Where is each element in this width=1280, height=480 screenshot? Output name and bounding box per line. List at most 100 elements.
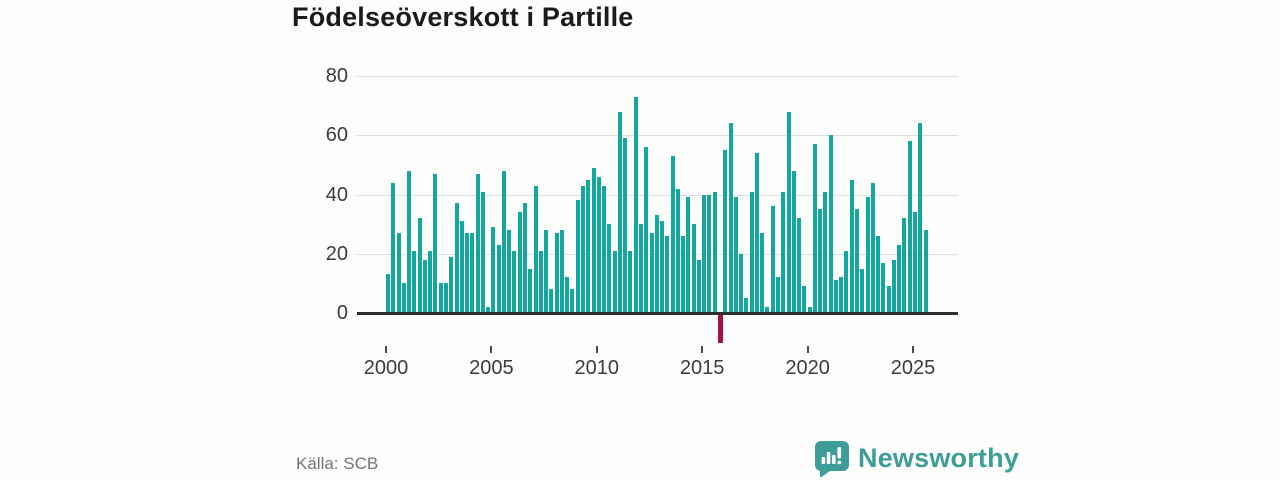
bar xyxy=(607,224,612,313)
bar xyxy=(480,191,485,313)
bar xyxy=(596,176,601,313)
bar xyxy=(586,179,591,313)
bar xyxy=(654,215,659,313)
bar xyxy=(523,203,528,313)
bar xyxy=(807,307,812,313)
bar xyxy=(580,185,585,313)
bar xyxy=(744,298,749,313)
x-axis-tick-label: 2005 xyxy=(469,357,514,379)
bar xyxy=(723,150,728,313)
gridline xyxy=(357,194,958,196)
newsworthy-logo-icon xyxy=(814,441,849,477)
bar xyxy=(818,209,823,313)
chart-title: Födelseöverskott i Partille xyxy=(292,2,634,32)
bar xyxy=(728,123,733,313)
bar xyxy=(886,286,891,313)
x-axis-tick xyxy=(385,346,387,353)
gridline xyxy=(357,135,958,137)
x-axis-tick xyxy=(806,346,809,353)
bar xyxy=(638,224,643,313)
bar xyxy=(612,250,617,313)
bar xyxy=(628,250,633,313)
bar xyxy=(891,259,896,313)
bar xyxy=(670,155,675,313)
bar xyxy=(407,170,412,313)
bar xyxy=(470,233,475,313)
bar xyxy=(791,170,796,313)
x-axis-tick-label: 2015 xyxy=(679,357,725,379)
bar xyxy=(660,221,665,313)
gridline xyxy=(357,76,958,77)
bar xyxy=(712,191,717,313)
bar xyxy=(781,191,786,313)
bar xyxy=(897,244,902,313)
bar xyxy=(797,218,802,313)
bar xyxy=(549,289,554,313)
bar xyxy=(517,212,522,313)
bar xyxy=(433,173,438,313)
bar xyxy=(465,233,470,313)
bar xyxy=(396,233,401,313)
bar xyxy=(438,283,443,313)
bar xyxy=(443,283,448,313)
y-axis-tick-label: 80 xyxy=(325,65,348,87)
bar xyxy=(849,179,854,313)
bar xyxy=(675,188,680,313)
x-axis-tick xyxy=(595,346,598,353)
bar xyxy=(544,230,549,313)
x-axis-tick-label: 2000 xyxy=(363,357,409,379)
bar xyxy=(775,277,780,313)
bar xyxy=(739,253,744,313)
bar xyxy=(855,209,860,313)
source-label: Källa: SCB xyxy=(296,454,379,473)
y-axis-tick-label: 40 xyxy=(325,183,348,206)
newsworthy-wordmark: Newsworthy xyxy=(858,442,1020,473)
bar xyxy=(786,111,791,313)
bar xyxy=(449,256,454,313)
bar xyxy=(865,197,870,313)
bar xyxy=(907,141,912,313)
bar xyxy=(459,221,464,313)
bar xyxy=(754,153,759,313)
bar xyxy=(686,197,691,313)
bar xyxy=(828,135,833,313)
bar xyxy=(454,203,459,313)
x-axis-tick-label: 2020 xyxy=(785,357,830,379)
x-axis-baseline xyxy=(357,312,958,315)
bar xyxy=(644,147,649,313)
bar xyxy=(707,194,712,313)
x-axis-tick xyxy=(912,346,914,353)
bar xyxy=(386,274,390,313)
bar xyxy=(554,233,559,313)
bar xyxy=(417,218,422,313)
bar xyxy=(486,307,491,313)
bar xyxy=(870,182,875,313)
bar xyxy=(876,235,881,313)
bar xyxy=(391,182,396,313)
bar xyxy=(733,197,738,313)
bar xyxy=(507,230,512,313)
bar xyxy=(765,307,770,313)
bar xyxy=(570,289,575,313)
bar xyxy=(617,111,622,313)
bar xyxy=(565,277,570,313)
x-axis-tick xyxy=(701,346,704,353)
bar xyxy=(528,268,533,313)
bar xyxy=(475,173,480,313)
bar xyxy=(681,235,686,313)
bar xyxy=(923,230,928,313)
bar xyxy=(591,167,596,313)
bar xyxy=(501,170,506,313)
bar xyxy=(839,277,844,313)
bar xyxy=(649,233,654,313)
bar xyxy=(913,212,917,313)
bar xyxy=(770,206,775,313)
y-axis-tick-label: 60 xyxy=(325,124,348,147)
bar xyxy=(665,235,670,313)
x-axis-tick xyxy=(490,346,493,353)
bar xyxy=(538,250,543,313)
bar xyxy=(833,280,838,313)
bar xyxy=(401,283,406,313)
bar xyxy=(760,233,765,313)
bar xyxy=(533,185,538,313)
